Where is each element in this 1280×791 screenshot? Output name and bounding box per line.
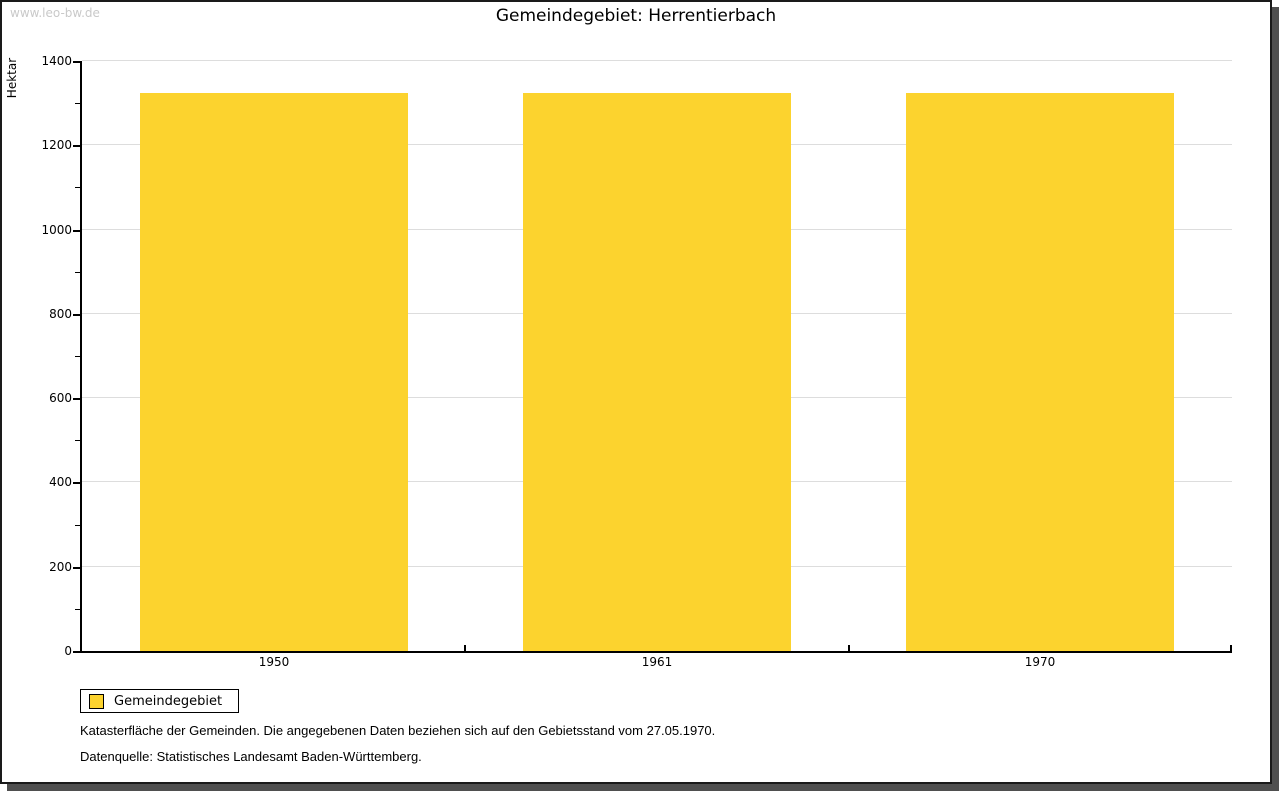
x-axis-tick	[848, 645, 850, 651]
bar	[523, 93, 791, 651]
y-axis-minor-tick	[75, 187, 80, 189]
bar	[906, 93, 1174, 651]
y-tick-label: 200	[49, 559, 72, 574]
plot-area	[80, 60, 1232, 653]
y-axis-minor-tick	[75, 356, 80, 357]
chart-title: Gemeindegebiet: Herrentierbach	[495, 6, 777, 26]
footnote-source-note: Katasterfläche der Gemeinden. Die angege…	[80, 723, 716, 738]
y-axis-tick	[73, 398, 80, 401]
y-axis-tick	[73, 566, 80, 569]
bar	[140, 93, 408, 651]
x-tick-label: 1961	[641, 655, 673, 669]
y-tick-label: 1400	[41, 54, 72, 68]
y-axis-label: Hektar	[5, 57, 19, 99]
y-tick-label: 800	[49, 306, 72, 321]
y-axis-tick	[73, 651, 80, 653]
watermark: www.leo-bw.de	[10, 6, 100, 20]
y-axis-minor-tick	[75, 608, 80, 610]
y-axis-tick	[73, 145, 80, 148]
y-axis-tick	[73, 482, 80, 485]
legend: Gemeindegebiet	[80, 689, 240, 713]
y-axis-tick	[73, 313, 80, 316]
legend-label: Gemeindegebiet	[114, 693, 223, 709]
y-axis-minor-tick	[75, 524, 80, 526]
y-axis-minor-tick	[75, 271, 80, 273]
y-axis-tick	[73, 61, 80, 63]
x-tick-label: 1950	[258, 655, 290, 669]
x-tick-label: 1970	[1024, 655, 1056, 669]
y-tick-label: 600	[49, 391, 72, 406]
footnote-data-source: Datenquelle: Statistisches Landesamt Bad…	[80, 749, 422, 764]
gridline	[82, 60, 1232, 61]
y-tick-label: 1000	[41, 222, 72, 237]
y-tick-label: 0	[64, 644, 72, 658]
y-axis-minor-tick	[75, 103, 80, 105]
y-axis-tick	[73, 229, 80, 232]
legend-swatch	[89, 693, 104, 709]
y-axis-minor-tick	[75, 440, 80, 442]
y-tick-label: 1200	[41, 138, 72, 153]
y-tick-label: 400	[49, 475, 72, 490]
x-axis-tick	[1230, 645, 1232, 651]
x-axis-tick	[464, 645, 466, 651]
